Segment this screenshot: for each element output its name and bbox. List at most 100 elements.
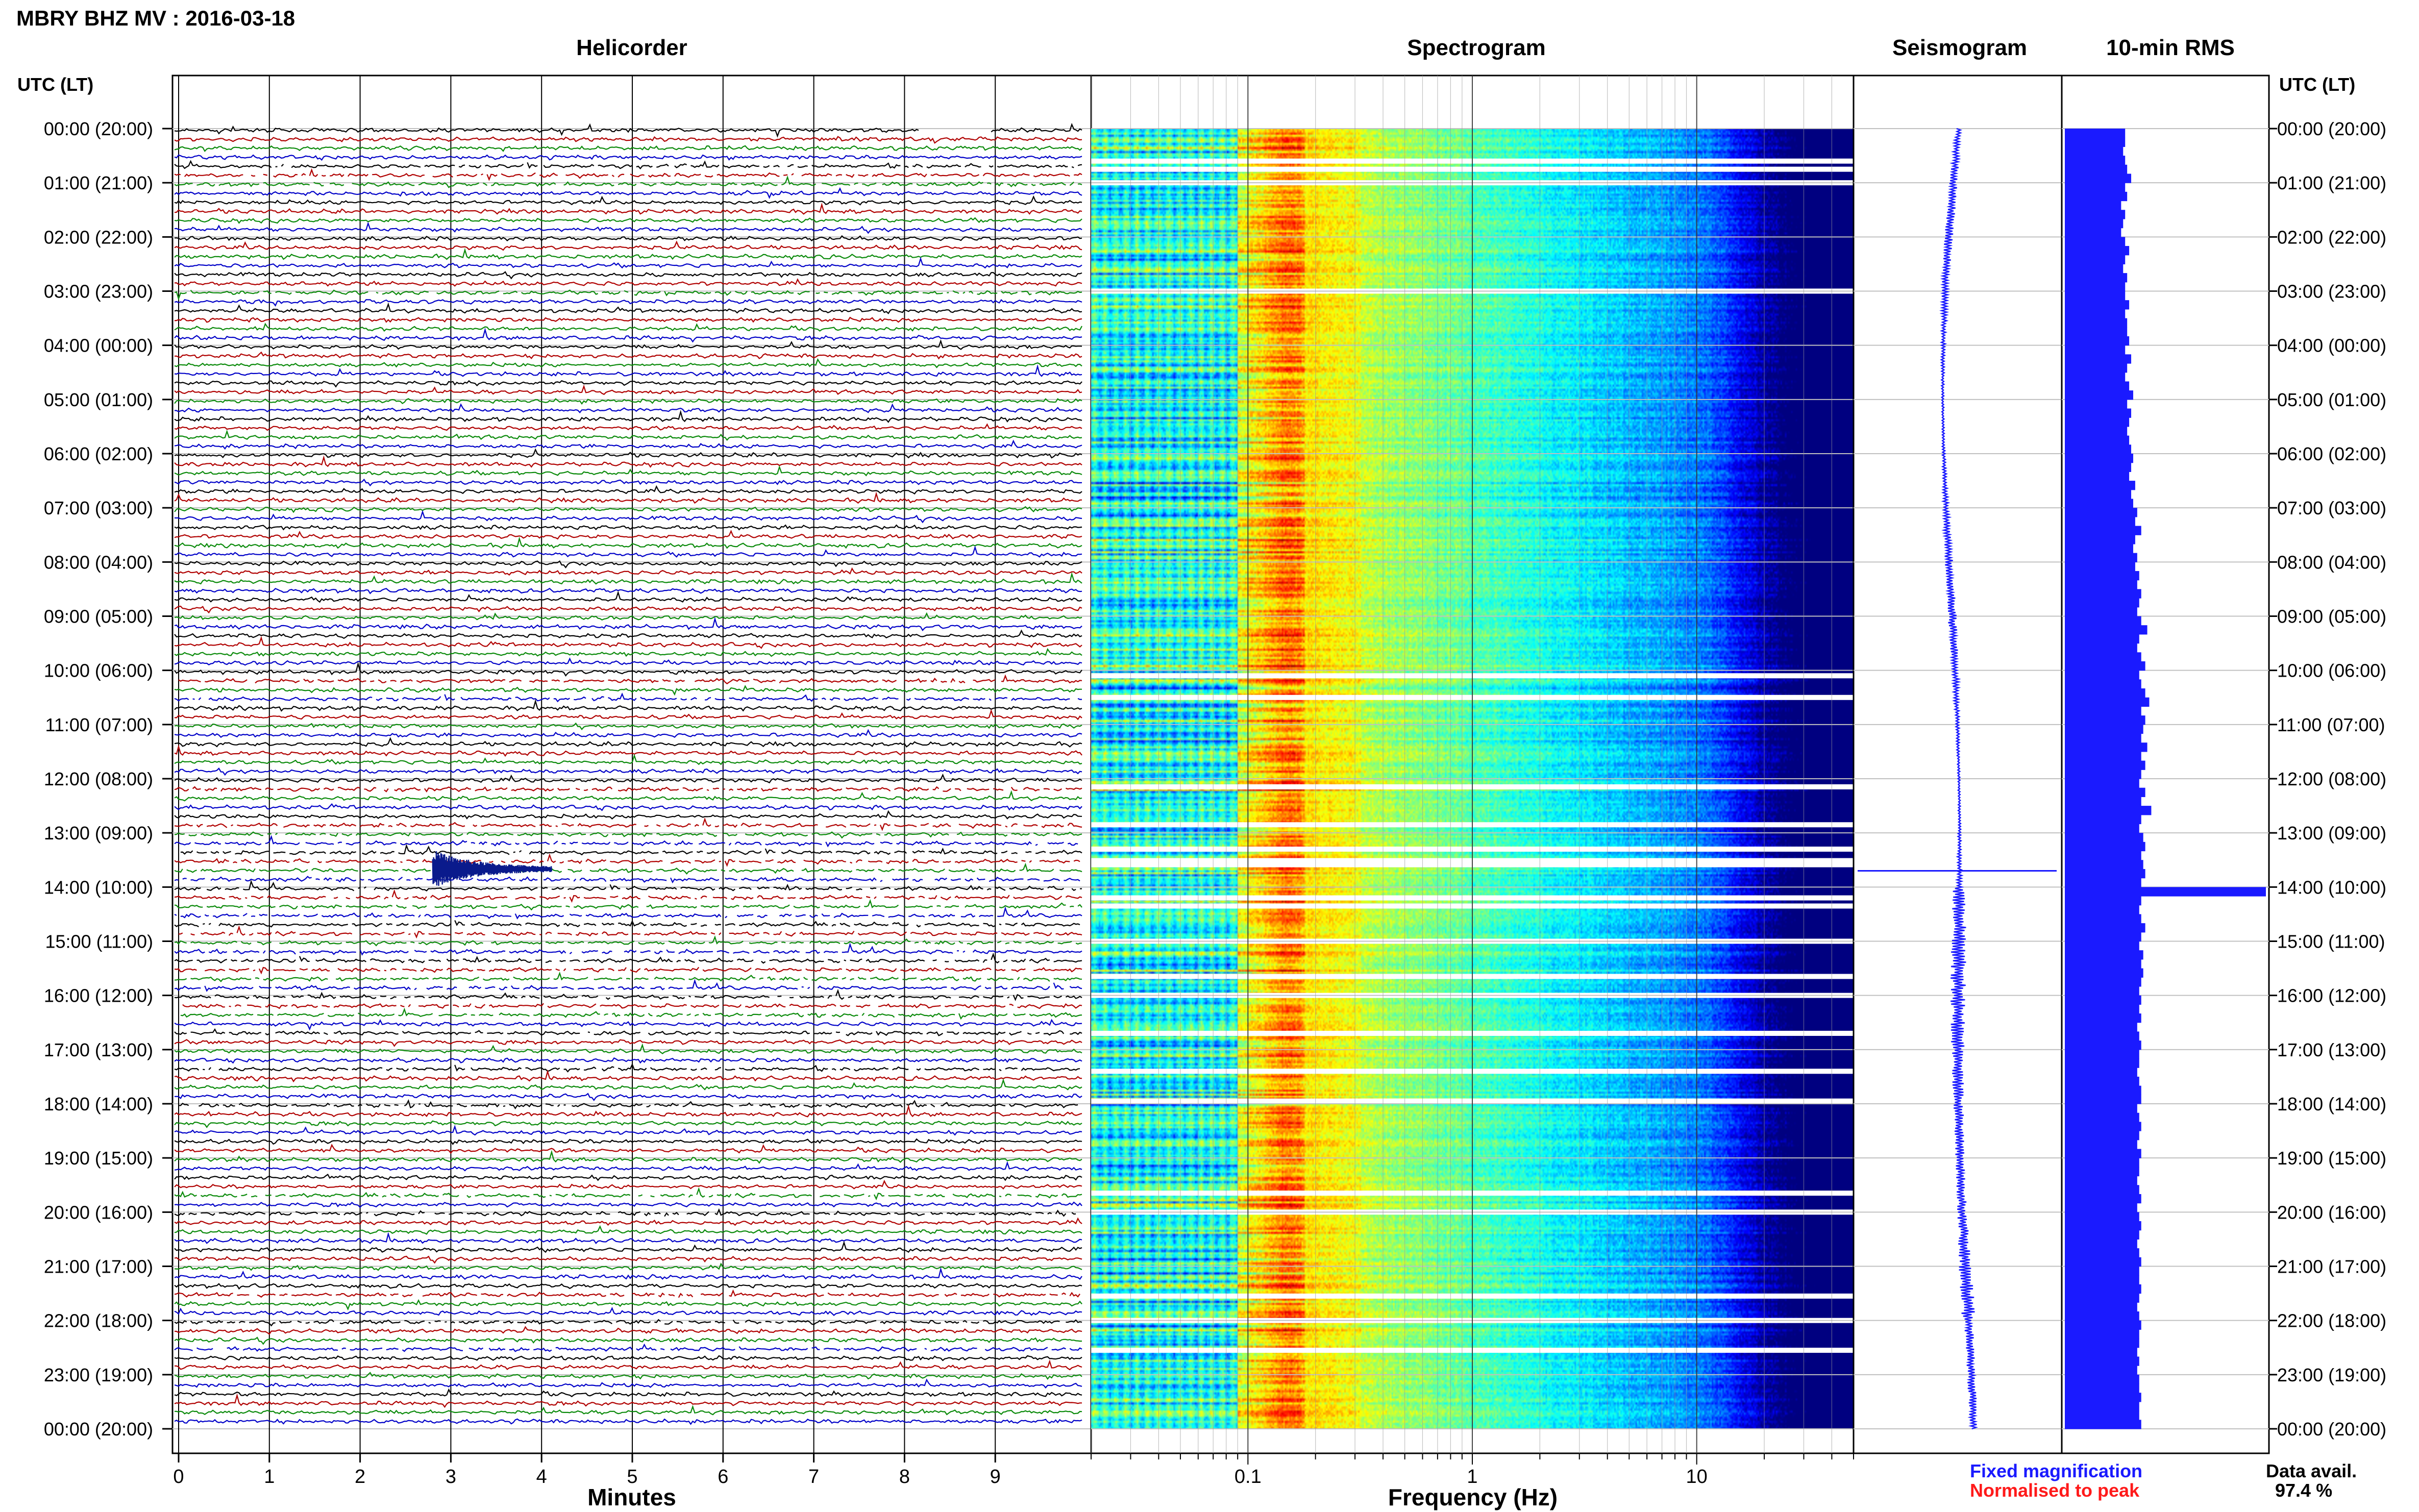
rms-bar	[2065, 489, 2132, 500]
helicorder-trace	[174, 648, 1082, 657]
helicorder-trace	[174, 767, 1082, 776]
rms-bar	[2065, 1031, 2139, 1041]
helicorder-trace	[174, 729, 1082, 738]
helicorder-trace	[174, 1093, 1082, 1101]
rms-bar	[2065, 941, 2139, 951]
helicorder-trace	[175, 545, 1082, 558]
rms-bar	[2065, 1339, 2139, 1348]
rms-bar	[2065, 1085, 2141, 1095]
helicorder-trace	[174, 510, 1082, 524]
rms-bar	[2065, 1167, 2139, 1177]
rms-bar	[2065, 462, 2132, 472]
time-label-right: 09:00 (05:00)	[2277, 606, 2386, 627]
rms-bar	[2065, 589, 2141, 599]
rms-bar	[2065, 1221, 2141, 1231]
helicorder-trace	[174, 943, 1082, 956]
helicorder-trace	[174, 744, 1082, 757]
helicorder-trace	[174, 1179, 1082, 1190]
rms-bar	[2065, 1393, 2141, 1402]
spectrogram-x-ticks: 0.1 1 10	[1091, 1453, 1854, 1488]
helicorder-trace	[174, 351, 1082, 360]
rms-bar	[2065, 806, 2152, 815]
rms-bar	[2065, 598, 2139, 608]
rms-bar	[2065, 733, 2141, 743]
rms-bar	[2065, 1049, 2139, 1059]
rms-bar	[2065, 1347, 2137, 1357]
rms-bar	[2065, 526, 2141, 535]
helicorder-trace	[174, 1326, 1082, 1335]
rms-bar	[2065, 426, 2128, 436]
time-label-right: 14:00 (10:00)	[2277, 877, 2386, 898]
helicorder-trace	[174, 429, 1082, 441]
rms-bar	[2065, 706, 2141, 716]
time-label-right: 10:00 (06:00)	[2277, 660, 2386, 681]
rms-bar	[2065, 1410, 2139, 1420]
rms-bar	[2065, 688, 2145, 698]
helicorder-trace	[174, 491, 1082, 504]
right-axis-label: UTC (LT)	[2279, 74, 2355, 95]
rms-bar	[2065, 309, 2126, 319]
time-label-left: 03:00 (23:00)	[44, 281, 153, 302]
time-label-right: 05:00 (01:00)	[2277, 389, 2386, 410]
rms-bar	[2065, 905, 2139, 915]
rms-bar	[2065, 797, 2141, 806]
rms-bar	[2065, 156, 2126, 165]
rms-bar	[2065, 173, 2132, 183]
helicorder-trace	[174, 536, 1082, 549]
time-label-left: 23:00 (19:00)	[44, 1365, 153, 1385]
rms-bar	[2065, 345, 2126, 355]
rms-bar	[2065, 869, 2145, 879]
rms-bar	[2065, 210, 2126, 219]
minute-tick-label: 8	[899, 1466, 910, 1488]
rms-bar	[2065, 1158, 2139, 1168]
minute-tick-label: 2	[355, 1466, 365, 1488]
time-label-left: 18:00 (14:00)	[44, 1094, 153, 1114]
helicorder-trace	[174, 661, 1082, 677]
time-label-left: 10:00 (06:00)	[44, 660, 153, 681]
rms-bar	[2065, 1122, 2141, 1131]
rms-bar	[2065, 1076, 2139, 1086]
rms-bar	[2065, 246, 2130, 256]
time-label-right: 20:00 (16:00)	[2277, 1202, 2386, 1223]
time-label-right: 03:00 (23:00)	[2277, 281, 2386, 302]
minute-tick-label: 5	[627, 1466, 637, 1488]
rms-bar	[2065, 1329, 2139, 1339]
rms-bar	[2065, 264, 2124, 274]
rms-bar	[2065, 1284, 2141, 1294]
helicorder-trace	[174, 410, 1082, 423]
time-label-left: 22:00 (18:00)	[44, 1310, 153, 1331]
helicorder-trace	[174, 1319, 1082, 1327]
helicorder-trace	[174, 737, 1082, 748]
minute-tick-label: 0	[173, 1466, 184, 1488]
rms-bar	[2065, 543, 2133, 554]
minute-tick-label: 6	[718, 1466, 728, 1488]
helicorder-traces	[174, 122, 1082, 1425]
helicorder-trace	[175, 278, 1082, 287]
time-label-left: 15:00 (11:00)	[45, 931, 153, 952]
minute-tick-label: 1	[264, 1466, 275, 1488]
helicorder-trace	[174, 448, 1082, 459]
helicorder-trace	[174, 657, 1082, 666]
helicorder-trace	[174, 966, 1082, 975]
legend-fixed-magnification: Fixed magnification	[1970, 1460, 2142, 1481]
time-label-right: 16:00 (12:00)	[2277, 985, 2386, 1006]
helicorder-trace	[174, 1125, 1082, 1136]
helicorder-trace	[174, 899, 1082, 911]
helicorder-trace	[174, 1144, 1082, 1154]
helicorder-trace	[174, 455, 1082, 468]
helicorder-trace	[174, 699, 1082, 712]
rms-bar	[2065, 1401, 2139, 1411]
rms-bar	[2065, 670, 2139, 680]
rms-bar	[2065, 291, 2126, 301]
rms-bar	[2065, 535, 2135, 544]
rms-bar	[2065, 146, 2124, 156]
rms-bar	[2065, 228, 2121, 237]
helicorder-trace	[180, 844, 1082, 856]
helicorder-trace	[174, 323, 1082, 332]
rms-bar	[2065, 824, 2139, 833]
rms-bar	[2065, 652, 2141, 662]
seismogram-title: Seismogram	[1892, 35, 2027, 60]
time-label-right: 11:00 (07:00)	[2277, 714, 2385, 735]
time-label-left: 04:00 (00:00)	[44, 335, 153, 356]
helicorder-trace	[174, 327, 1082, 343]
